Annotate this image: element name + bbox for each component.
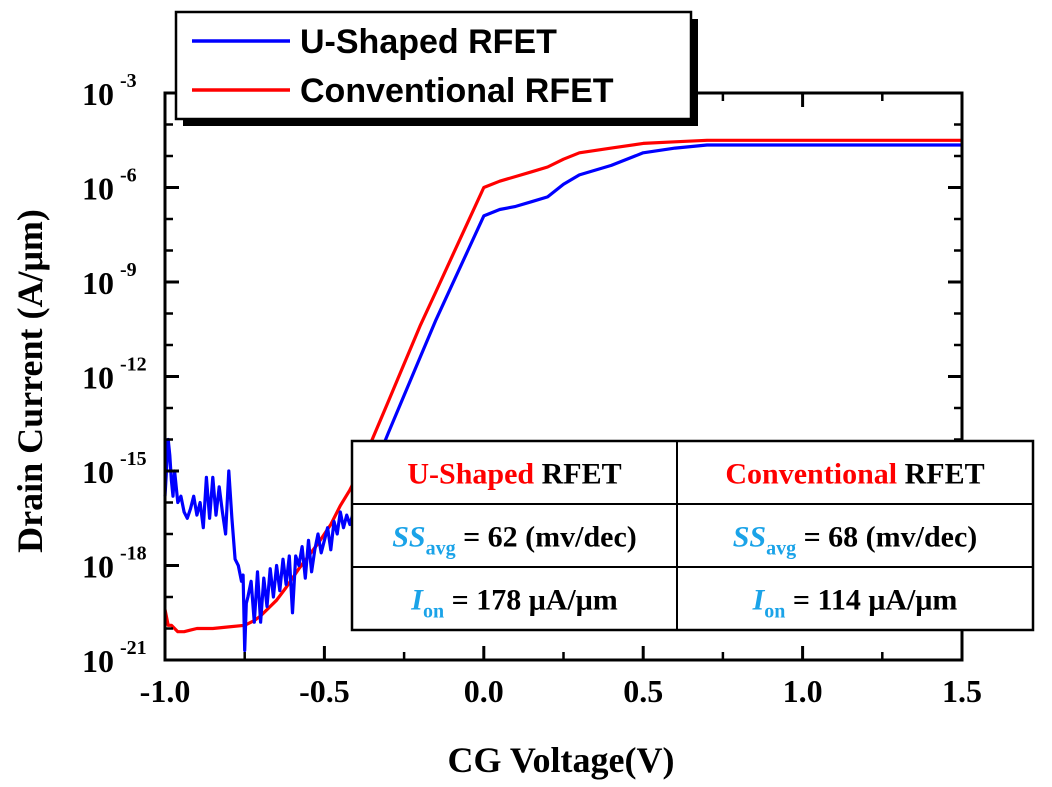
x-tick-label: 1.5	[942, 673, 982, 709]
y-tick-exponent: -9	[120, 259, 137, 281]
table-cell-subscript: on	[764, 601, 785, 623]
table-cell-subscript: avg	[766, 538, 796, 560]
legend-label-1: U-Shaped RFET	[300, 23, 557, 61]
y-tick-exponent: -18	[120, 543, 147, 565]
table-cell-value: = 62 (mv/dec)	[456, 521, 637, 554]
y-tick-base: 10	[82, 171, 114, 207]
table-cell: U-Shaped RFET	[407, 458, 621, 491]
table-cell-symbol: SS	[392, 521, 425, 554]
y-tick-exponent: -15	[120, 448, 147, 470]
table-cell-subscript: on	[423, 601, 444, 623]
table-cell-symbol: SS	[733, 521, 766, 554]
series-layer	[163, 138, 962, 653]
y-tick-base: 10	[82, 454, 114, 490]
series-line-2	[163, 138, 962, 634]
y-tick-label: 10 -12	[82, 354, 147, 396]
table-cell-text: RFET	[534, 458, 622, 491]
legend-label-2: Conventional RFET	[300, 72, 614, 110]
legend: U-Shaped RFET Conventional RFET	[174, 10, 698, 126]
y-axis-title: Drain Current (A/μm)	[10, 209, 50, 553]
x-tick-label: 0.0	[464, 673, 504, 709]
x-tick-label: -1.0	[140, 673, 191, 709]
table-cell-value: = 68 (mv/dec)	[796, 521, 977, 554]
x-tick-label: 0.5	[623, 673, 663, 709]
x-axis-title: CG Voltage(V)	[448, 740, 675, 780]
table-cell: Conventional RFET	[725, 458, 984, 491]
table-cell: Ion = 114 μA/μm	[752, 584, 958, 623]
table-cell-value: = 178 μA/μm	[444, 584, 618, 617]
table-cell: SSavg = 62 (mv/dec)	[392, 521, 637, 560]
y-tick-base: 10	[82, 549, 114, 585]
table-cell-value: = 114 μA/μm	[785, 584, 957, 617]
table-cell-text: U-Shaped	[407, 458, 534, 491]
table-cell-text: Conventional	[725, 458, 897, 491]
tick-labels: -1.0 -0.5 0.0 0.5 1.0 1.510-310-610-910 -1210-…	[82, 70, 982, 709]
table-cell-symbol: I	[410, 584, 424, 617]
y-tick-base: 10	[82, 360, 114, 396]
x-tick-label: 1.0	[783, 673, 823, 709]
y-tick-exponent: -3	[120, 70, 137, 92]
y-tick-exponent: -12	[120, 354, 147, 376]
legend-box	[174, 10, 693, 121]
y-tick-label: 10 -15	[82, 448, 147, 490]
y-tick-label: 10 -3	[82, 70, 137, 112]
table-cell: SSavg = 68 (mv/dec)	[733, 521, 978, 560]
y-tick-label: 10 -21	[82, 637, 147, 679]
y-tick-label: 10 -18	[82, 543, 147, 585]
y-tick-base: 10	[82, 76, 114, 112]
table-cell-text: RFET	[897, 458, 985, 491]
y-tick-label: 10 -9	[82, 259, 137, 301]
y-tick-label: 10 -6	[82, 165, 137, 207]
y-tick-base: 10	[82, 265, 114, 301]
table-cell-symbol: I	[752, 584, 766, 617]
table-frame	[350, 439, 1035, 632]
y-tick-base: 10	[82, 643, 114, 679]
y-tick-exponent: -21	[120, 637, 147, 659]
table-cell: Ion = 178 μA/μm	[410, 584, 617, 623]
x-tick-label: -0.5	[299, 673, 350, 709]
y-tick-exponent: -6	[120, 165, 137, 187]
table-cell-subscript: avg	[426, 538, 456, 560]
series-line-1	[163, 143, 962, 653]
